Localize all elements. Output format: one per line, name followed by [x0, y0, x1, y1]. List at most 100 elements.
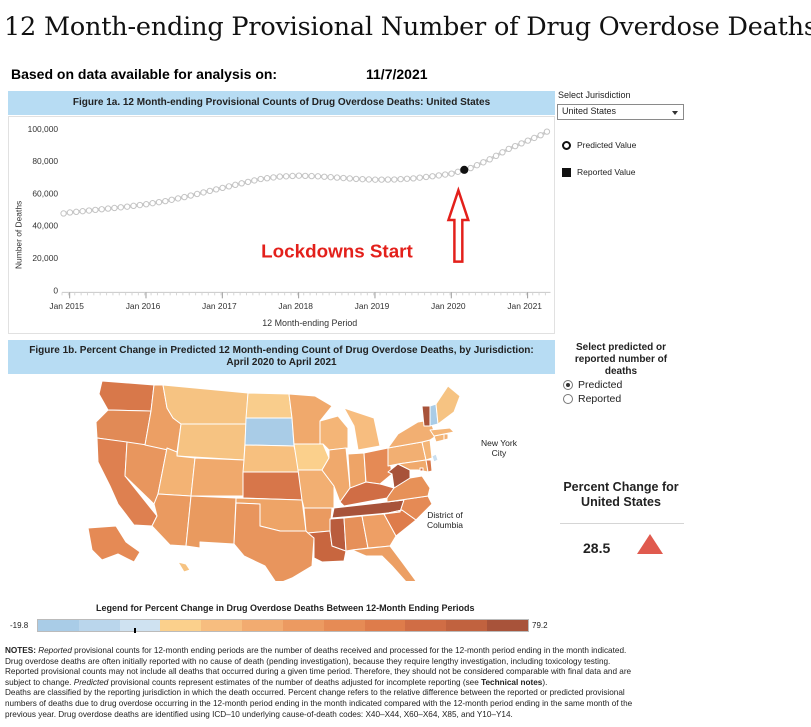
state-ms[interactable] — [329, 517, 347, 552]
x-axis-label: 12 Month-ending Period — [262, 318, 357, 328]
data-point-predicted — [480, 159, 487, 166]
state-sd[interactable] — [244, 417, 295, 447]
legend-predicted: Predicted Value — [562, 140, 636, 150]
legend-predicted-label: Predicted Value — [577, 140, 637, 150]
dc-label: District of Columbia — [427, 510, 463, 530]
technical-notes-link[interactable]: Technical notes — [481, 677, 543, 687]
state-co[interactable] — [190, 457, 245, 497]
radio-reported[interactable]: Reported — [563, 393, 621, 405]
data-point-predicted — [352, 175, 360, 183]
state-nc[interactable] — [383, 495, 433, 521]
data-point-predicted — [187, 192, 194, 199]
data-point-predicted — [537, 132, 544, 139]
data-point-predicted — [505, 145, 512, 153]
state-nm[interactable] — [185, 495, 237, 549]
state-ak[interactable] — [87, 525, 141, 563]
filled-square-icon — [562, 167, 571, 177]
data-point-predicted — [314, 173, 322, 180]
legend-reported: Reported Value — [562, 167, 635, 177]
data-point-predicted — [295, 172, 303, 179]
data-point-predicted — [454, 168, 462, 175]
nyc[interactable] — [431, 453, 439, 463]
radio-predicted-label: Predicted — [578, 379, 623, 391]
note-line-2: Drug overdose deaths are often initially… — [5, 656, 611, 666]
dc[interactable] — [419, 467, 424, 472]
y-tick-label: 80,000 — [32, 156, 58, 166]
data-point-predicted — [289, 172, 296, 180]
annotation-arrow — [446, 186, 470, 263]
data-point-predicted — [283, 173, 290, 180]
data-point-predicted — [206, 187, 214, 195]
state-ga[interactable] — [361, 513, 397, 549]
jurisdiction-select[interactable]: United States — [557, 104, 684, 120]
data-point-predicted — [308, 172, 315, 180]
map-legend-max: 79.2 — [532, 621, 548, 630]
y-tick-label: 40,000 — [32, 221, 58, 231]
data-point-predicted — [543, 128, 551, 135]
notes: NOTES: Reported provisional counts for 1… — [5, 646, 805, 720]
legend-color-segment — [446, 620, 488, 631]
state-wa[interactable] — [98, 380, 155, 412]
state-tx[interactable] — [233, 502, 315, 581]
legend-color-segment — [160, 620, 202, 631]
state-mi[interactable] — [343, 407, 381, 451]
state-vt[interactable] — [421, 405, 431, 427]
data-point-predicted — [391, 176, 398, 183]
y-tick-label: 0 — [53, 285, 58, 295]
state-ny[interactable] — [387, 419, 437, 449]
state-il[interactable] — [321, 447, 351, 503]
state-mt[interactable] — [162, 384, 249, 425]
data-point-predicted — [416, 174, 423, 181]
state-ky[interactable] — [339, 481, 395, 507]
state-ne[interactable] — [242, 444, 301, 473]
annotation-lockdowns: Lockdowns Start — [261, 241, 413, 262]
state-nd[interactable] — [245, 392, 293, 419]
state-az[interactable] — [151, 493, 192, 547]
data-point-predicted — [85, 207, 93, 214]
figure-1b-title-line2: April 2020 to April 2021 — [226, 357, 337, 368]
y-tick-label: 100,000 — [28, 124, 59, 134]
state-wi[interactable] — [319, 415, 349, 451]
series-predicted — [60, 128, 551, 217]
divider — [560, 523, 684, 524]
x-tick-label: Jan 2021 — [507, 301, 542, 311]
data-point-predicted — [442, 171, 449, 178]
data-point-predicted — [346, 175, 353, 182]
data-point-predicted — [531, 134, 538, 142]
data-point-predicted — [200, 189, 207, 196]
state-oh[interactable] — [363, 447, 393, 485]
data-point-predicted — [276, 173, 283, 180]
figure-1a-title: Figure 1a. 12 Month-ending Provisional C… — [8, 91, 555, 115]
state-ri[interactable] — [443, 433, 449, 441]
radio-predicted[interactable]: Predicted — [563, 379, 622, 391]
us-choropleth-map — [87, 380, 461, 581]
note-line-7: previous year. Drug overdose deaths are … — [5, 709, 513, 719]
state-ar[interactable] — [303, 507, 333, 534]
legend-reported-label: Reported Value — [577, 167, 636, 177]
state-de[interactable] — [425, 459, 433, 473]
state-hi[interactable] — [177, 561, 191, 573]
data-point-predicted — [136, 201, 144, 209]
data-point-predicted — [429, 173, 436, 180]
data-point-predicted — [117, 204, 124, 211]
state-wy[interactable] — [176, 423, 247, 461]
legend-color-segment — [242, 620, 283, 631]
x-tick-label: Jan 2019 — [355, 301, 390, 311]
state-fl[interactable] — [351, 545, 417, 581]
note-line-6: numbers of deaths due to drug overdose o… — [5, 698, 633, 708]
data-point-reported — [460, 165, 469, 174]
state-ks[interactable] — [242, 471, 303, 501]
note-line-3: Reported provisional counts may not incl… — [5, 667, 632, 677]
data-point-predicted — [340, 174, 347, 182]
x-tick-label: Jan 2018 — [278, 301, 313, 311]
nyc-label: New York City — [481, 438, 517, 458]
state-me[interactable] — [435, 385, 461, 425]
state-ma[interactable] — [429, 427, 455, 437]
y-axis-label: Number of Deaths — [13, 201, 23, 269]
state-va[interactable] — [386, 475, 431, 503]
data-point-predicted — [130, 202, 137, 210]
data-point-predicted — [511, 142, 519, 150]
series-line-predicted — [63, 130, 548, 215]
map-legend-min: -19.8 — [10, 621, 29, 630]
x-tick-label: Jan 2017 — [202, 301, 237, 311]
